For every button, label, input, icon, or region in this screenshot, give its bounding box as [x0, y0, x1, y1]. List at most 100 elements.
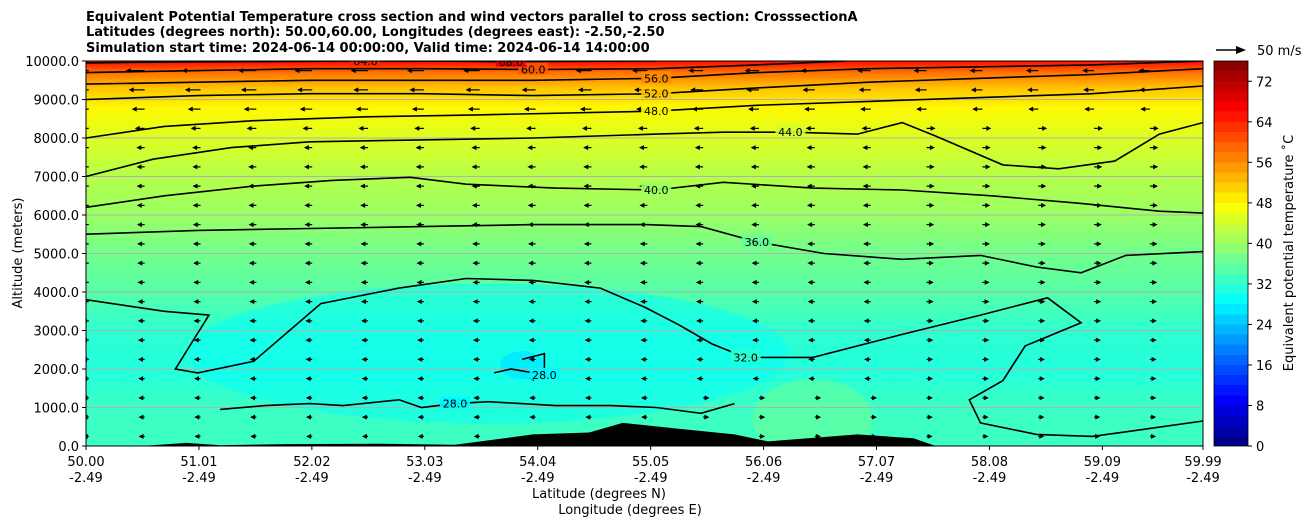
wind-vector [807, 260, 815, 266]
wind-vector-head [688, 68, 694, 74]
wind-vector [240, 87, 257, 93]
wind-vector [305, 414, 313, 420]
wind-vector [360, 241, 369, 247]
wind-vector-head [1082, 68, 1088, 74]
contour-label-64: 64.0 [353, 55, 378, 68]
x-tick-label-lat: 54.04 [519, 455, 556, 470]
wind-vector-head [249, 318, 255, 324]
wind-vector-head [470, 125, 476, 131]
wind-vector [192, 202, 201, 208]
wind-vector [360, 183, 369, 189]
wind-vector [1149, 183, 1158, 189]
wind-vector-head [752, 337, 758, 343]
wind-vector-head [136, 164, 142, 170]
wind-vector [248, 241, 257, 247]
wind-vector [1094, 299, 1102, 305]
x-tick-label-lon: -2.49 [634, 471, 668, 486]
wind-vector-head [807, 299, 813, 305]
wind-vector [858, 87, 871, 93]
wind-vector-head [194, 414, 200, 420]
wind-vector-head [863, 279, 869, 285]
wind-vector [863, 337, 871, 343]
wind-vector [863, 318, 871, 324]
wind-vector-head [1095, 376, 1101, 382]
contour-label-bg [495, 61, 526, 67]
wind-vector-head [250, 414, 256, 420]
wind-vector [926, 125, 936, 131]
wind-vector [752, 337, 759, 343]
wind-vector-head [305, 356, 311, 362]
wind-vector [695, 202, 704, 208]
wind-vector-head [1095, 395, 1101, 401]
wind-vector [916, 106, 927, 112]
wind-vector [86, 204, 89, 206]
wind-vector-head [249, 299, 255, 305]
wind-vector-head [634, 87, 640, 93]
wind-vector-head [639, 164, 645, 170]
wind-vector [870, 414, 877, 420]
wind-vector [138, 376, 145, 382]
wind-vector [862, 183, 871, 189]
wind-vector [527, 164, 536, 170]
colorbar-ramp [1213, 60, 1249, 447]
x-tick-label-lat: 59.99 [1184, 455, 1221, 470]
wind-vector [640, 318, 648, 324]
wind-vector [1084, 106, 1095, 112]
wind-vector-head [984, 241, 990, 247]
wind-vector-head [248, 241, 254, 247]
x-tick-label-lon: -2.49 [860, 471, 894, 486]
wind-vector [473, 414, 480, 420]
wind-vector-head [471, 164, 477, 170]
contour-label-32: 32.0 [733, 351, 758, 364]
wind-vector-head [694, 145, 700, 151]
wind-vector-head [361, 337, 367, 343]
wind-vector-head [1096, 299, 1102, 305]
x-tick-label-lon: -2.49 [1086, 471, 1120, 486]
wind-vector [470, 125, 480, 131]
wind-vector-head [752, 318, 758, 324]
wind-vector-head [696, 299, 702, 305]
wind-vector [1094, 356, 1101, 362]
wind-vector-head [928, 299, 934, 305]
wind-vector [249, 299, 257, 305]
wind-vector-head [1151, 414, 1157, 420]
wind-vector [982, 318, 990, 324]
wind-vector [1094, 125, 1103, 131]
wind-vector [1038, 183, 1047, 189]
wind-vector-head [807, 318, 813, 324]
wind-vector [359, 164, 369, 170]
wind-vector-head [1025, 68, 1031, 74]
wind-vector-head [984, 337, 990, 343]
wind-vector [250, 433, 257, 439]
wind-vector [758, 395, 766, 401]
y-tick-label: 6000.0 [34, 209, 80, 224]
wind-vector-head [472, 241, 478, 247]
wind-vector-head [760, 414, 766, 420]
wind-vector [870, 395, 878, 401]
wind-vector [297, 87, 313, 93]
wind-vector [417, 376, 424, 382]
wind-vector-head [138, 433, 144, 439]
wind-vector-head [528, 318, 534, 324]
wind-vector [752, 318, 759, 324]
wind-vector-head [192, 202, 198, 208]
x-tick-label-lon: -2.49 [182, 471, 216, 486]
wind-vector [862, 222, 871, 228]
wind-vector [970, 87, 983, 93]
wind-vector-head [465, 87, 471, 93]
wind-vector-head [806, 164, 812, 170]
wind-vector-head [416, 260, 422, 266]
wind-vector-head [927, 414, 933, 420]
wind-vector [137, 241, 145, 247]
x-axis-label-lat: Latitude (degrees N) [532, 487, 666, 502]
wind-vector-head [748, 106, 754, 112]
wind-vector [751, 202, 759, 208]
wind-vector-head [305, 337, 311, 343]
wind-vector-head [1039, 376, 1045, 382]
wind-vector [305, 395, 313, 401]
wind-vector-head [929, 183, 935, 189]
wind-vector [136, 164, 145, 170]
wind-vector [138, 433, 145, 439]
wind-vector-head [635, 106, 641, 112]
wind-vector [637, 125, 648, 131]
